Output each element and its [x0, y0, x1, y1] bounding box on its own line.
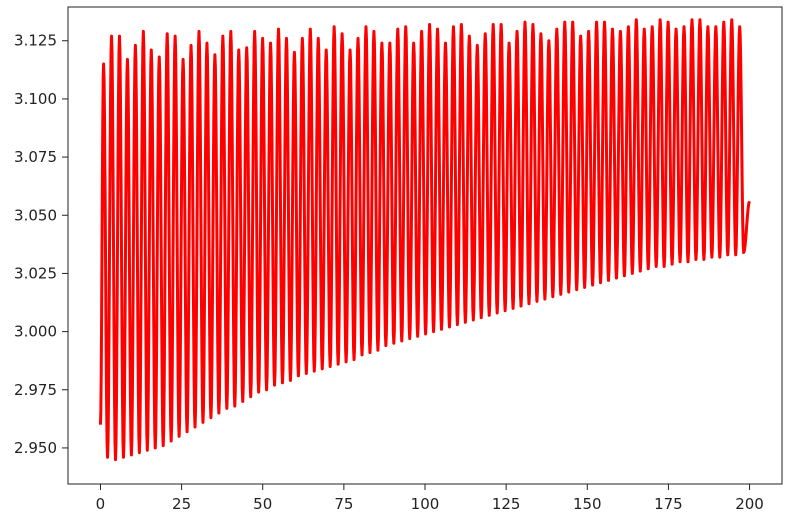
x-tick-label: 25: [172, 495, 191, 513]
x-tick-label: 75: [334, 495, 353, 513]
x-tick-label: 125: [492, 495, 521, 513]
x-tick-label: 150: [573, 495, 602, 513]
plot-area: [98, 18, 751, 462]
y-tick-label: 3.100: [14, 90, 57, 108]
x-tick-label: 175: [654, 495, 683, 513]
x-axis: 0 25 50 75 100 125 150 175 200: [96, 484, 764, 513]
x-tick-label: 200: [735, 495, 764, 513]
y-tick-label: 3.050: [14, 206, 57, 224]
y-tick-label: 3.000: [14, 323, 57, 341]
y-tick-label: 2.975: [14, 381, 57, 399]
series-line-0: [98, 18, 751, 462]
y-tick-label: 3.125: [14, 32, 57, 50]
y-axis: 2.950 2.975 3.000 3.025 3.050 3.075 3.100 3.125: [14, 32, 68, 457]
plot-frame: [67, 6, 783, 485]
x-tick-label: 100: [411, 495, 440, 513]
axes-frame: [67, 6, 783, 485]
y-tick-label: 2.950: [14, 439, 57, 457]
y-tick-label: 3.075: [14, 148, 57, 166]
x-tick-label: 0: [96, 495, 106, 513]
y-tick-label: 3.025: [14, 264, 57, 282]
x-tick-label: 50: [253, 495, 272, 513]
